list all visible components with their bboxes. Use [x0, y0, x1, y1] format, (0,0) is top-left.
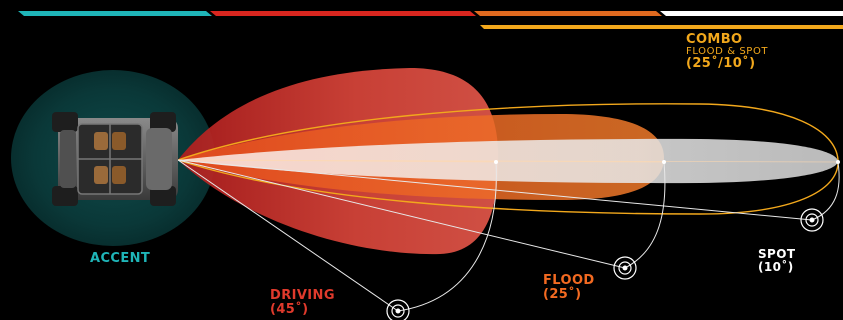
flood-angle: (25˚)	[543, 286, 582, 302]
leader-lines	[177, 159, 840, 312]
flood-name: FLOOD	[543, 273, 595, 288]
bar-driving	[210, 11, 476, 16]
spot-name: SPOT	[758, 247, 796, 261]
flood-label: FLOOD (25˚)	[543, 274, 595, 301]
top-color-bars	[18, 11, 843, 29]
beam-rays	[177, 159, 839, 163]
bar-flood	[474, 11, 662, 16]
driving-label: DRIVING (45˚)	[270, 289, 335, 316]
accent-label: ACCENT	[90, 252, 150, 266]
beam-endpoints	[494, 160, 840, 164]
accent-name: ACCENT	[90, 251, 151, 266]
driving-target-icon	[386, 299, 410, 320]
combo-label: COMBO FLOOD & SPOT (25˚/10˚)	[686, 33, 768, 71]
spot-target-icon	[800, 208, 824, 232]
flood-target-icon	[613, 256, 637, 280]
bar-accent	[18, 11, 212, 16]
utv-top-view-icon	[52, 112, 178, 206]
combo-angle: (25˚/10˚)	[686, 56, 756, 72]
driving-angle: (45˚)	[270, 301, 309, 317]
bar-combo	[480, 25, 843, 29]
spot-label: SPOT (10˚)	[758, 248, 795, 273]
driving-name: DRIVING	[270, 288, 335, 303]
combo-name: COMBO	[686, 32, 743, 47]
combo-outline	[175, 103, 839, 215]
bar-spot	[660, 11, 843, 16]
combo-subtitle: FLOOD & SPOT	[686, 45, 769, 57]
spot-angle: (10˚)	[758, 259, 794, 274]
beam-target-icon	[386, 208, 824, 320]
